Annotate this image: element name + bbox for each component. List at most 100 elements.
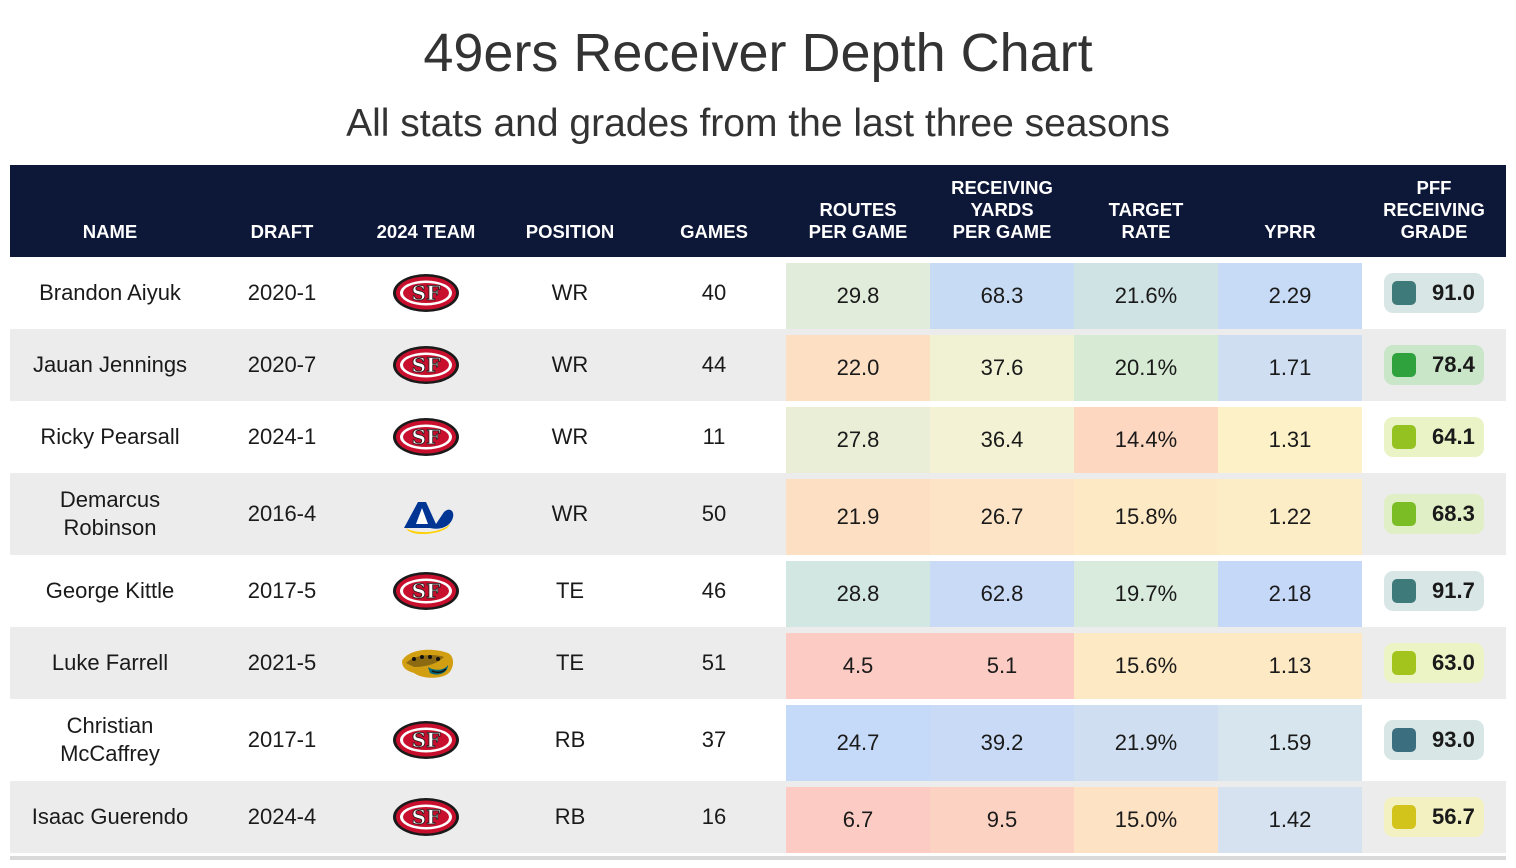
page-subtitle: All stats and grades from the last three…	[346, 102, 1170, 145]
table-row: George Kittle 2017-5 TE 46 28.8 62.8 19.7% 2.18…	[10, 555, 1506, 627]
yprr-cell: 1.71	[1218, 335, 1362, 401]
jaguars-logo-icon	[401, 648, 454, 679]
routes-cell: 4.5	[786, 633, 930, 699]
position-cell: WR	[551, 280, 589, 305]
grade-value: 64.1	[1432, 424, 1475, 449]
rec-yards-cell: 62.8	[930, 561, 1074, 627]
49ers-logo-icon	[392, 720, 460, 760]
position-cell: WR	[551, 352, 589, 377]
routes-cell: 29.8	[786, 263, 930, 329]
name-cell: Demarcus Robinson	[59, 487, 161, 540]
position-cell: WR	[551, 424, 589, 449]
target-rate-cell: 14.4%	[1074, 407, 1218, 473]
games-cell: 40	[701, 280, 727, 305]
table-body: Brandon Aiyuk 2020-1 WR 40 29.8 68.3 21.6% 2.29…	[10, 257, 1506, 853]
table-row: Brandon Aiyuk 2020-1 WR 40 29.8 68.3 21.6% 2.29…	[10, 257, 1506, 329]
name-cell: George Kittle	[45, 578, 175, 603]
grade-color-swatch	[1392, 579, 1416, 603]
rec-yards-cell: 68.3	[930, 263, 1074, 329]
49ers-logo-icon	[392, 345, 460, 385]
position-cell: WR	[551, 501, 589, 526]
49ers-logo-icon	[392, 417, 460, 457]
49ers-logo-icon	[392, 571, 460, 611]
name-cell: Luke Farrell	[51, 650, 169, 675]
49ers-logo-icon	[392, 797, 460, 837]
pff-grade-cell: 93.0	[1362, 699, 1506, 781]
table-bottom-border	[10, 856, 1506, 860]
grade-color-swatch	[1392, 425, 1416, 449]
grade-color-swatch	[1392, 281, 1416, 305]
pff-grade-cell: 63.0	[1362, 627, 1506, 699]
table-header: NAME DRAFT 2024 TEAM POSITION GAMES ROUT…	[10, 165, 1506, 257]
yprr-cell: 1.22	[1218, 479, 1362, 555]
team-logo-cell	[354, 781, 498, 853]
team-logo-cell	[354, 473, 498, 555]
draft-cell: 2024-4	[247, 804, 317, 829]
games-cell: 51	[701, 650, 727, 675]
grade-color-swatch	[1392, 651, 1416, 675]
draft-cell: 2016-4	[247, 501, 317, 526]
rec-yards-cell: 36.4	[930, 407, 1074, 473]
name-cell: Brandon Aiyuk	[39, 280, 181, 305]
games-cell: 50	[701, 501, 727, 526]
team-logo-cell	[354, 401, 498, 473]
table-row: Christian McCaffrey 2017-1 RB 37 24.7 39.2 21.…	[10, 699, 1506, 781]
grade-color-swatch	[1392, 728, 1416, 752]
grade-badge: 68.3	[1384, 494, 1484, 534]
page-title: 49ers Receiver Depth Chart	[423, 23, 1093, 83]
target-rate-cell: 21.9%	[1074, 705, 1218, 781]
grade-badge: 78.4	[1384, 345, 1484, 385]
name-cell: Isaac Guerendo	[31, 804, 189, 829]
team-logo-cell	[354, 555, 498, 627]
yprr-cell: 1.13	[1218, 633, 1362, 699]
games-cell: 37	[701, 727, 727, 752]
target-rate-cell: 15.0%	[1074, 787, 1218, 853]
routes-cell: 21.9	[786, 479, 930, 555]
rec-yards-cell: 9.5	[930, 787, 1074, 853]
routes-cell: 27.8	[786, 407, 930, 473]
grade-value: 93.0	[1432, 727, 1475, 752]
table-row: Jauan Jennings 2020-7 WR 44 22.0 37.6 20.1% 1.7…	[10, 329, 1506, 401]
header-yprr[interactable]: YPRR	[1264, 221, 1316, 242]
rec-yards-cell: 5.1	[930, 633, 1074, 699]
games-cell: 16	[701, 804, 727, 829]
header-draft[interactable]: DRAFT	[250, 221, 314, 242]
rec-yards-cell: 39.2	[930, 705, 1074, 781]
rec-yards-cell: 37.6	[930, 335, 1074, 401]
draft-cell: 2021-5	[247, 650, 317, 675]
header-target-rate[interactable]: TARGET RATE	[1108, 199, 1184, 242]
position-cell: TE	[555, 578, 585, 603]
header-pff-grade[interactable]: PFF RECEIVING GRADE	[1383, 177, 1485, 242]
header-team[interactable]: 2024 TEAM	[376, 221, 476, 242]
depth-chart-table: NAME DRAFT 2024 TEAM POSITION GAMES ROUT…	[10, 165, 1506, 853]
header-position[interactable]: POSITION	[525, 221, 615, 242]
games-cell: 44	[701, 352, 727, 377]
routes-cell: 24.7	[786, 705, 930, 781]
target-rate-cell: 21.6%	[1074, 263, 1218, 329]
pff-grade-cell: 68.3	[1362, 473, 1506, 555]
grade-badge: 93.0	[1384, 720, 1484, 760]
draft-cell: 2020-7	[247, 352, 317, 377]
target-rate-cell: 15.6%	[1074, 633, 1218, 699]
position-cell: RB	[554, 804, 586, 829]
header-routes[interactable]: ROUTES PER GAME	[808, 199, 908, 242]
yprr-cell: 1.59	[1218, 705, 1362, 781]
grade-badge: 91.7	[1384, 571, 1484, 611]
team-logo-cell	[354, 257, 498, 329]
yprr-cell: 2.29	[1218, 263, 1362, 329]
yprr-cell: 1.31	[1218, 407, 1362, 473]
header-name[interactable]: NAME	[82, 221, 138, 242]
table-row: Isaac Guerendo 2024-4 RB 16 6.7 9.5 15.0% 1.42 5…	[10, 781, 1506, 853]
name-cell: Christian McCaffrey	[60, 713, 160, 766]
pff-grade-cell: 91.0	[1362, 257, 1506, 329]
grade-badge: 91.0	[1384, 273, 1484, 313]
pff-grade-cell: 56.7	[1362, 781, 1506, 853]
49ers-logo-icon	[392, 273, 460, 313]
header-receiving-yards[interactable]: RECEIVING YARDS PER GAME	[951, 177, 1053, 242]
team-logo-cell	[354, 699, 498, 781]
rec-yards-cell: 26.7	[930, 479, 1074, 555]
grade-color-swatch	[1392, 502, 1416, 526]
header-games[interactable]: GAMES	[680, 221, 748, 242]
draft-cell: 2017-1	[247, 727, 317, 752]
position-cell: TE	[555, 650, 585, 675]
